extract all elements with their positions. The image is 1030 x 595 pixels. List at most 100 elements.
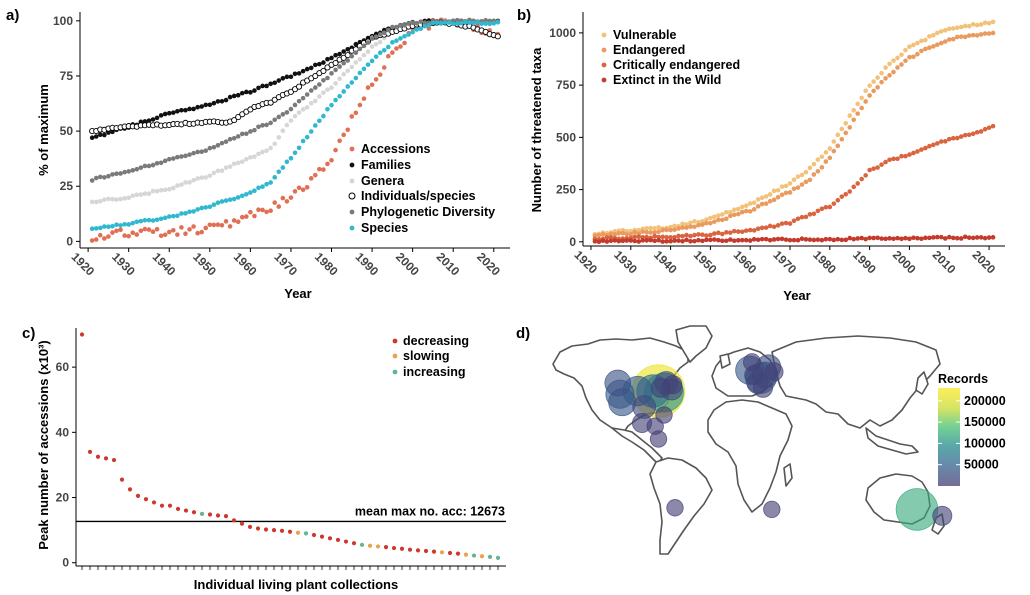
a-point-accessions [386,53,391,59]
b-point-critically [863,173,868,178]
b-point-endangered [879,79,884,85]
b-point-extinct_wild [755,237,761,243]
map-record-circle [895,488,939,531]
land-greenland [675,325,713,363]
b-point-endangered [660,227,665,233]
a-point-genera [150,188,156,194]
b-point-critically [807,212,813,217]
c-point-decreasing [119,477,125,482]
b-point-vulnerable [962,23,968,29]
a-point-species [166,214,172,219]
panel-d: d) Records 50000 100000 150000 200000 [516,325,1006,555]
a-point-species [284,159,290,165]
a-point-genera [349,64,355,70]
a-point-species [244,192,249,197]
a-point-accessions [349,114,355,119]
c-point-slowing [479,554,485,559]
b-point-endangered [827,155,833,161]
b-point-vulnerable [867,83,872,88]
a-point-phylo [377,32,383,37]
a-point-families [317,61,322,67]
a-point-accessions [292,189,298,194]
a-point-genera [337,76,342,82]
a-xtick-label: 2000 [393,250,422,279]
b-point-endangered [819,165,825,170]
b-point-vulnerable [775,187,781,193]
b-point-critically [867,167,872,173]
b-point-vulnerable [966,23,972,29]
b-point-endangered [966,33,972,38]
b-point-extinct_wild [799,236,805,242]
b-point-critically [735,229,741,234]
a-xtick-label: 1960 [231,250,260,279]
a-point-species [442,20,448,25]
a-point-accessions [223,219,229,224]
b-point-vulnerable [859,95,864,101]
a-point-species [93,226,99,231]
a-point-families [158,113,164,118]
a-point-species [154,217,160,223]
b-point-critically [656,234,661,240]
a-point-phylo [142,163,148,169]
a-point-families [276,78,282,83]
a-point-phylo [187,152,192,157]
a-point-species [475,19,480,25]
a-point-families [239,90,245,96]
panel-b-points [592,19,996,245]
b-point-critically [743,228,749,233]
b-point-vulnerable [919,38,924,44]
a-point-genera [130,193,136,199]
c-point-decreasing [215,513,221,518]
b-point-endangered [807,177,813,183]
a-point-genera [345,68,351,74]
b-point-endangered [867,93,872,98]
a-point-phylo [333,67,338,73]
a-point-phylo [422,20,428,25]
a-point-accessions [183,231,188,237]
a-point-species [454,21,460,26]
a-point-species [162,215,168,221]
b-point-extinct_wild [946,234,952,240]
a-point-genera [276,135,282,140]
a-point-families [252,88,257,93]
b-point-extinct_wild [664,239,669,244]
a-point-families [321,60,326,65]
a-point-accessions [102,236,107,241]
b-point-vulnerable [648,225,653,231]
b-point-extinct_wild [684,237,689,243]
a-point-phylo [118,171,123,176]
c-point-decreasing [343,539,349,544]
b-point-vulnerable [763,194,769,199]
a-point-species [89,226,95,232]
a-point-accessions [264,209,269,215]
b-point-critically [950,135,956,141]
a-xtick-label: 1930 [109,250,138,279]
b-point-extinct_wild [950,235,956,241]
a-point-species [256,185,261,191]
a-point-genera [377,39,383,45]
b-point-extinct_wild [887,236,892,241]
b-point-critically [931,142,936,148]
c-point-slowing [439,550,445,555]
a-point-accessions [398,44,403,49]
a-xtick-label: 1940 [150,250,179,279]
a-point-individuals [267,99,274,106]
b-point-endangered [632,229,638,235]
a-point-species [118,223,123,228]
b-point-extinct_wild [751,237,757,242]
a-point-phylo [268,120,273,126]
a-point-phylo [207,145,213,151]
c-point-decreasing [87,449,93,454]
c-point-decreasing [335,537,341,543]
a-point-genera [110,196,115,202]
b-ytick-label: 250 [556,183,576,197]
b-point-endangered [596,232,602,238]
map-record-circle [604,369,632,397]
legend-marker-slowing [392,353,398,359]
b-point-vulnerable [895,55,900,61]
a-point-families [89,135,95,140]
b-point-endangered [847,125,853,130]
b-point-extinct_wild [851,236,857,242]
a-point-phylo [260,123,265,128]
b-point-vulnerable [927,34,932,39]
